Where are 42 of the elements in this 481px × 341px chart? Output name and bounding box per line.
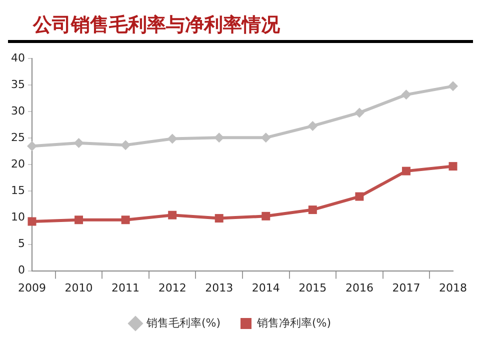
y-tick-label: 10 [10,210,25,224]
y-tick-label: 40 [10,51,25,64]
x-tick-label: 2014 [252,281,280,294]
chart-title: 公司销售毛利率与净利率情况 [32,13,281,38]
x-tick-label: 2011 [112,281,140,294]
point [354,108,364,118]
point [308,206,317,214]
point [214,132,224,143]
y-tick-label: 0 [18,264,25,277]
point [308,120,318,131]
x-tick-label: 2010 [64,281,93,294]
point [401,90,412,100]
point [260,132,271,143]
point [448,162,458,171]
legend-label: 销售净利率(%) [256,316,332,330]
y-tick-label: 35 [10,78,25,91]
point [120,140,131,150]
x-tick-label: 2016 [345,281,374,294]
point [355,192,364,201]
y-tick-label: 15 [10,184,25,198]
y-tick-label: 20 [10,158,25,171]
point [28,217,36,226]
x-tick-label: 2009 [18,281,46,294]
x-tick-label: 2015 [298,281,327,294]
y-tick-label: 30 [10,104,25,118]
x-tick-label: 2012 [158,281,186,294]
point [74,138,84,148]
x-tick-label: 2013 [205,281,234,294]
x-tick-label: 2018 [439,281,467,294]
y-tick-label: 25 [10,131,25,144]
point [402,166,410,176]
point [167,134,178,144]
point [262,212,270,220]
point [448,81,458,92]
point [168,210,177,220]
point [74,216,84,224]
point [26,141,37,152]
legend-label: 销售毛利率(%) [145,316,221,330]
point [121,216,130,224]
x-tick-label: 2017 [392,281,420,294]
y-tick-label: 5 [18,237,25,250]
point [214,214,224,223]
